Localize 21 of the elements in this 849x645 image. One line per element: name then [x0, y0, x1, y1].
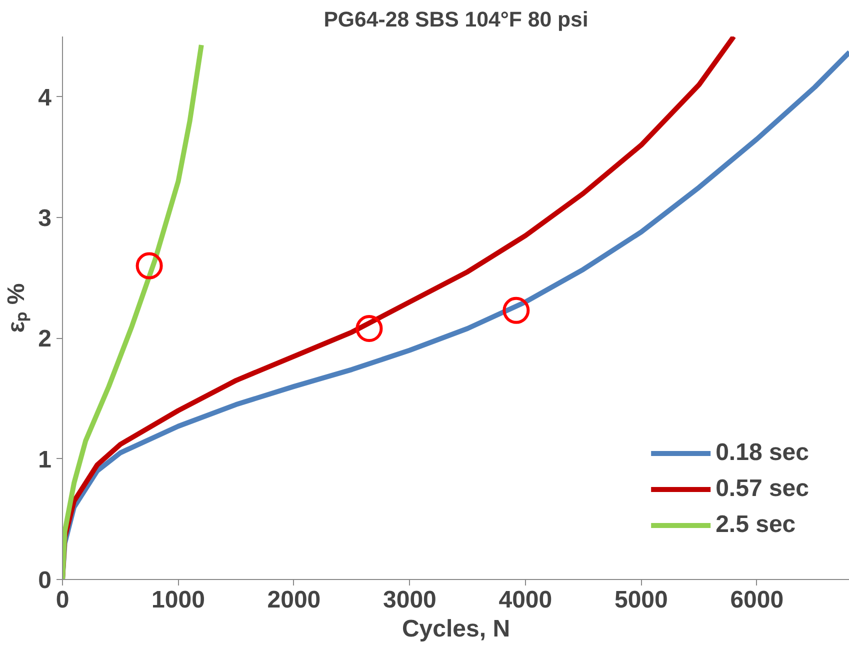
- y-tick-label: 3: [38, 205, 52, 232]
- x-tick-label: 3000: [383, 586, 436, 614]
- x-tick-label: 1000: [152, 586, 205, 614]
- y-tick-label: 0: [38, 567, 52, 594]
- x-tick-label: 5000: [614, 586, 668, 614]
- x-tick-label: 4000: [498, 586, 552, 614]
- chart-title: PG64-28 SBS 104°F 80 psi: [324, 8, 588, 32]
- x-tick-label: 0: [56, 586, 70, 614]
- point: [502, 296, 530, 324]
- legend-label: 0.18 sec: [716, 439, 809, 467]
- x-tick-label: 6000: [730, 586, 784, 614]
- point: [136, 252, 163, 280]
- y-axis-title: εₚ %: [3, 283, 32, 333]
- legend-label: 0.57 sec: [716, 475, 809, 503]
- legend-label: 2.5 sec: [716, 511, 796, 539]
- x-axis-title: Cycles, N: [402, 616, 510, 642]
- y-tick-label: 2: [38, 326, 52, 353]
- y-tick-label: 1: [38, 446, 52, 474]
- point: [356, 315, 383, 342]
- y-tick-label: 4: [38, 84, 52, 112]
- x-tick-label: 2000: [267, 586, 321, 614]
